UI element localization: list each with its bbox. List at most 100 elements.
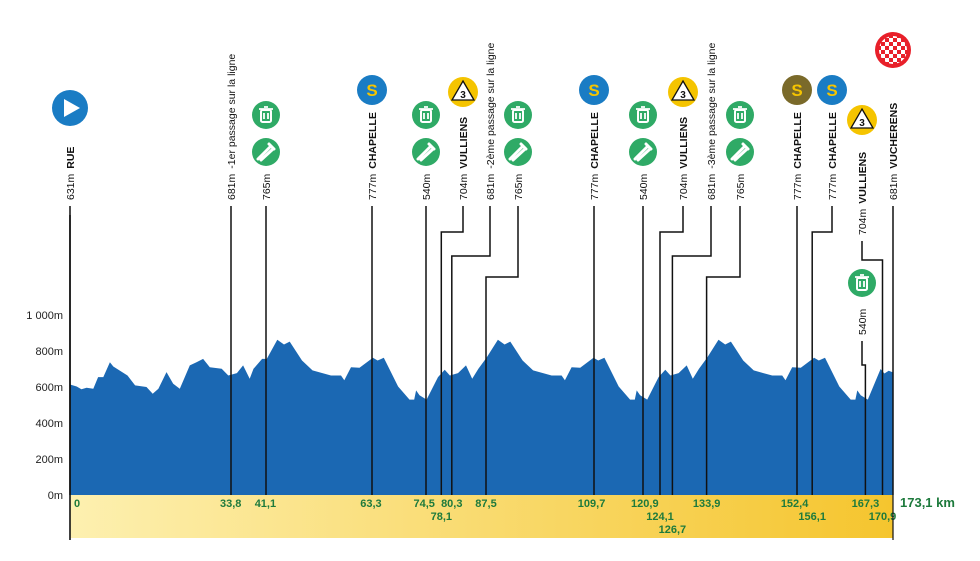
svg-text:S: S — [588, 81, 599, 100]
km-label: 170,9 — [869, 511, 897, 523]
svg-text:S: S — [826, 81, 837, 100]
point-label: 681m -3ème passage sur la ligne — [706, 43, 718, 200]
sprint-icon: S — [817, 75, 847, 105]
y-tick-label: 0m — [48, 490, 63, 502]
point-elevation: 704m — [458, 173, 470, 200]
sprint-icon: S — [579, 75, 609, 105]
kom-icon: 3 — [668, 77, 698, 107]
point-name: VULLIENS — [678, 117, 690, 169]
km-label: 80,3 — [441, 498, 462, 510]
km-label: 33,8 — [220, 498, 241, 510]
y-tick-label: 400m — [35, 418, 63, 430]
point-elevation: 631m — [65, 173, 77, 200]
km-label: 133,9 — [693, 498, 721, 510]
km-label: 74,5 — [413, 498, 434, 510]
point-elevation: 765m — [261, 173, 273, 200]
point-label: 765m — [261, 173, 273, 200]
waste-zone-icon — [504, 101, 532, 129]
point-label: 777m CHAPELLE — [792, 112, 804, 200]
km-label: 156,1 — [798, 511, 826, 523]
point-note: -2ème passage sur la ligne — [485, 43, 497, 169]
point-name: CHAPELLE — [827, 112, 839, 169]
point-elevation: 777m — [827, 173, 839, 200]
point-elevation: 765m — [735, 173, 747, 200]
point-name: CHAPELLE — [367, 112, 379, 169]
point-name: RUE — [65, 147, 77, 169]
point-label: 681m VUCHERENS — [888, 103, 900, 200]
point-connector-line — [485, 206, 519, 495]
sprint-alt-icon: S — [782, 75, 812, 105]
point-label: 765m — [735, 173, 747, 200]
point-elevation: 681m — [226, 173, 238, 200]
point-name: VULLIENS — [857, 152, 869, 204]
y-tick-label: 600m — [35, 382, 63, 394]
point-elevation: 540m — [421, 173, 433, 200]
point-elevation: 704m — [857, 208, 869, 235]
waste-zone-icon — [848, 269, 876, 297]
point-label: 777m CHAPELLE — [827, 112, 839, 200]
point-elevation: 777m — [367, 173, 379, 200]
finish-icon — [875, 32, 911, 68]
km-label: 126,7 — [659, 524, 687, 536]
km-label: 109,7 — [578, 498, 606, 510]
feed-zone-icon — [412, 138, 440, 166]
point-elevation: 681m — [706, 173, 718, 200]
start-icon — [52, 90, 88, 126]
waste-zone-icon — [629, 101, 657, 129]
waste-zone-icon — [726, 101, 754, 129]
point-name: VUCHERENS — [888, 103, 900, 169]
total-distance-label: 173,1 km — [900, 495, 955, 510]
point-elevation: 704m — [678, 173, 690, 200]
km-label: 124,1 — [646, 511, 674, 523]
point-connector-line — [861, 341, 867, 495]
feed-zone-icon — [252, 138, 280, 166]
point-name: CHAPELLE — [589, 112, 601, 169]
km-label: 63,3 — [360, 498, 381, 510]
point-label: 777m CHAPELLE — [367, 112, 379, 200]
point-connector-line — [440, 206, 464, 495]
point-name: CHAPELLE — [792, 112, 804, 169]
svg-text:3: 3 — [680, 90, 686, 101]
feed-zone-icon — [629, 138, 657, 166]
kom-icon: 3 — [847, 105, 877, 135]
point-elevation: 765m — [513, 173, 525, 200]
point-label: 704m VULLIENS — [857, 152, 869, 235]
y-tick-label: 1 000m — [26, 310, 63, 322]
waste-zone-icon — [252, 101, 280, 129]
point-note: -1er passage sur la ligne — [226, 54, 238, 169]
point-label: 704m VULLIENS — [678, 117, 690, 200]
point-label: 540m — [857, 308, 869, 335]
sprint-icon: S — [357, 75, 387, 105]
svg-text:S: S — [366, 81, 377, 100]
feed-zone-icon — [726, 138, 754, 166]
point-label: 704m VULLIENS — [458, 117, 470, 200]
point-elevation: 540m — [638, 173, 650, 200]
y-axis: 0m 200m 400m 600m 800m 1 000m — [26, 310, 63, 502]
svg-text:3: 3 — [859, 118, 865, 129]
point-connector-line — [671, 206, 712, 495]
point-connector-line — [705, 206, 741, 495]
feed-zone-icon — [504, 138, 532, 166]
point-note: -3ème passage sur la ligne — [706, 43, 718, 169]
point-name: VULLIENS — [458, 117, 470, 169]
km-label: 87,5 — [475, 498, 496, 510]
elevation-profile-area — [70, 339, 893, 495]
km-label: 0 — [74, 498, 80, 510]
point-label: 777m CHAPELLE — [589, 112, 601, 200]
point-elevation: 681m — [888, 173, 900, 200]
km-label: 167,3 — [852, 498, 880, 510]
point-label: 540m — [638, 173, 650, 200]
point-connector-line — [861, 241, 884, 495]
point-label: 765m — [513, 173, 525, 200]
y-tick-label: 800m — [35, 346, 63, 358]
kom-icon: 3 — [448, 77, 478, 107]
point-elevation: 681m — [485, 173, 497, 200]
svg-text:3: 3 — [460, 90, 466, 101]
point-connector-line — [451, 206, 491, 495]
point-elevation: 777m — [792, 173, 804, 200]
km-label: 120,9 — [631, 498, 659, 510]
point-label: 681m -1er passage sur la ligne — [226, 54, 238, 200]
svg-text:S: S — [791, 81, 802, 100]
point-label: 681m -2ème passage sur la ligne — [485, 43, 497, 200]
